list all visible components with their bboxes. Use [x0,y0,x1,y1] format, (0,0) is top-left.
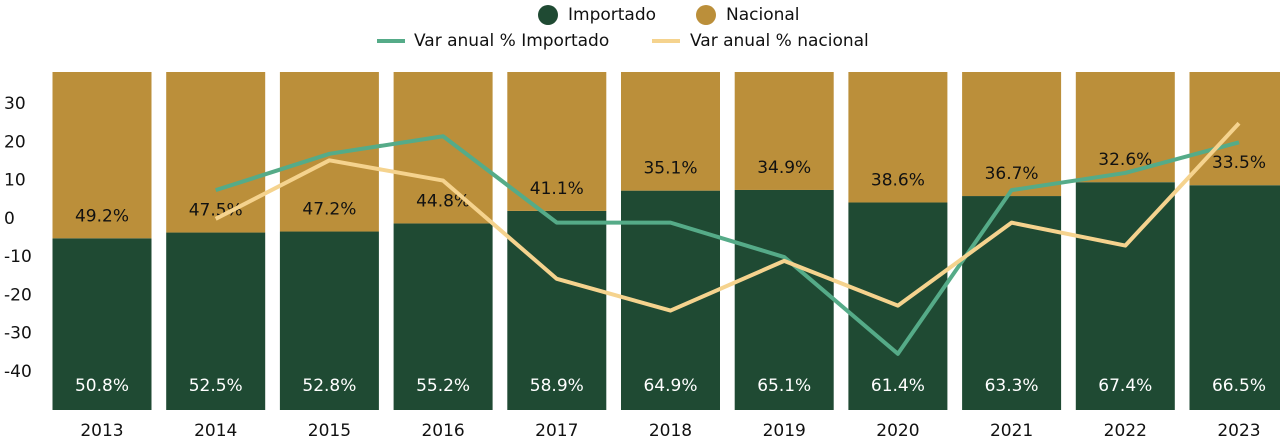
x-tick-label: 2015 [308,421,351,441]
x-tick-label: 2014 [194,421,237,441]
bar-segment [393,223,493,410]
bar-segment [962,196,1062,410]
legend-swatch [696,5,716,25]
legend-label: Importado [568,5,656,25]
data-label: 32.6% [1098,150,1152,170]
data-label: 63.3% [985,376,1039,396]
data-label: 49.2% [75,206,129,226]
data-label: 50.8% [75,376,129,396]
bar-segment [734,72,834,190]
legend-label: Var anual % Importado [414,31,609,51]
bar-segment [393,72,493,224]
data-label: 55.2% [416,376,470,396]
bar-segment [279,231,379,410]
y-tick-label: 10 [4,171,26,191]
data-label: 58.9% [530,376,584,396]
bar-segment [166,232,266,410]
data-label: 65.1% [757,376,811,396]
data-label: 61.4% [871,376,925,396]
y-tick-label: 30 [4,94,26,114]
line-series [214,121,1241,313]
bar-segment [962,72,1062,197]
legend-swatch [538,5,558,25]
data-label: 47.5% [189,201,243,221]
line-series [215,134,1240,356]
data-label: 52.5% [189,376,243,396]
bar-segment [52,72,152,239]
y-tick-label: -10 [4,247,32,267]
bar-segment [279,72,379,232]
bar-segment [52,238,152,410]
y-tick-label: 0 [4,209,15,229]
x-tick-label: 2019 [763,421,806,441]
legend-label: Var anual % nacional [690,31,869,51]
bar-segment [1075,182,1175,410]
legend-label: Nacional [726,5,800,25]
data-label: 66.5% [1212,376,1266,396]
y-tick-label: -30 [4,324,32,344]
bar-segment [507,210,607,410]
data-label: 38.6% [871,170,925,190]
x-tick-label: 2018 [649,421,692,441]
x-tick-label: 2022 [1104,421,1147,441]
data-label: 52.8% [302,376,356,396]
bar-segment [734,189,834,410]
data-label: 67.4% [1098,376,1152,396]
x-tick-label: 2017 [535,421,578,441]
x-tick-label: 2021 [990,421,1033,441]
x-tick-label: 2013 [80,421,123,441]
data-label: 36.7% [985,164,1039,184]
bar-segment [166,72,266,233]
x-tick-label: 2016 [421,421,464,441]
data-label: 34.9% [757,158,811,178]
bar-segment [621,72,720,191]
data-label: 64.9% [643,376,697,396]
y-tick-label: 20 [4,132,26,152]
y-tick-label: -40 [4,362,32,382]
x-tick-label: 2020 [876,421,919,441]
bar-segment [848,72,948,203]
data-label: 33.5% [1212,153,1266,173]
data-label: 41.1% [530,179,584,199]
data-label: 35.1% [643,159,697,179]
data-label: 47.2% [302,200,356,220]
data-label: 44.8% [416,191,470,211]
bar-segment [507,72,607,211]
y-tick-label: -20 [4,285,32,305]
x-tick-label: 2023 [1217,421,1260,441]
bar-segment [1189,185,1280,410]
